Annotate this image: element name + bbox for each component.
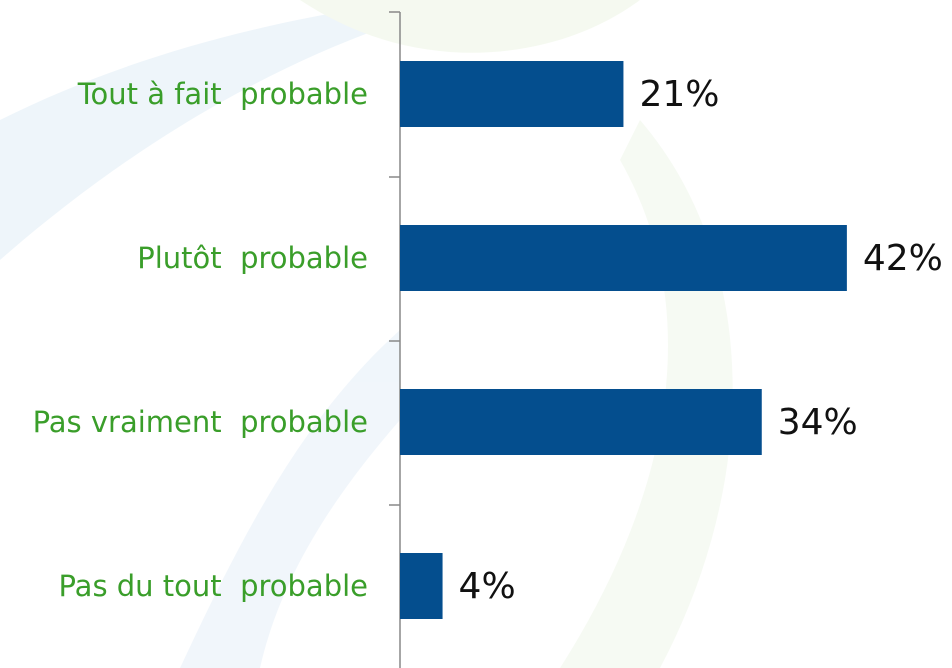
category-label: Tout à fait probable — [77, 77, 368, 111]
bar — [400, 61, 624, 127]
value-label: 42% — [863, 238, 943, 279]
category-label: Pas du tout probable — [58, 569, 368, 603]
category-label: Pas vraiment probable — [33, 405, 368, 439]
value-label: 34% — [778, 402, 858, 443]
category-label: Plutôt probable — [137, 241, 368, 275]
value-label: 4% — [459, 566, 516, 607]
value-label: 21% — [639, 74, 719, 115]
bar — [400, 225, 847, 291]
bar — [400, 389, 762, 455]
bar — [400, 553, 443, 619]
